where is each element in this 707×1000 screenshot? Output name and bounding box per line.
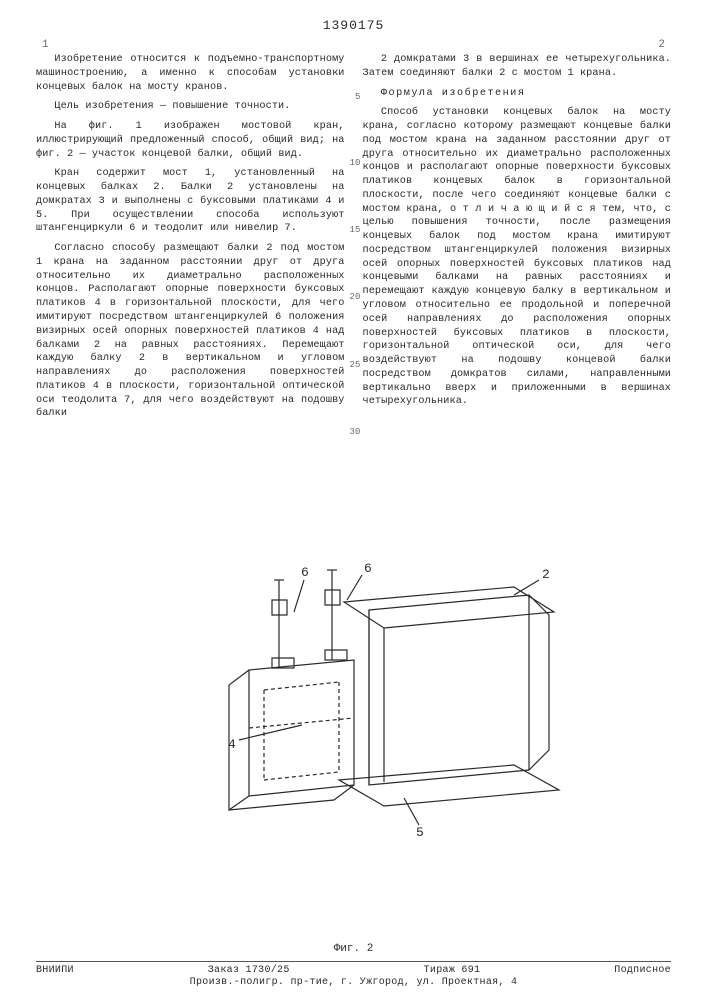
label-5: 5 (416, 825, 424, 840)
ln-5: 5 (349, 91, 361, 103)
column-numbers: 1 2 (42, 39, 665, 51)
text-columns: Изобретение относится к подъемно-транспо… (36, 53, 671, 427)
left-p1: Изобретение относится к подъемно-транспо… (36, 53, 345, 94)
label-2: 2 (542, 567, 550, 582)
footer-sub: Подписное (614, 965, 671, 976)
ln-20: 20 (349, 291, 361, 303)
col-num-right: 2 (658, 39, 665, 51)
footer-order: Заказ 1730/25 (208, 965, 290, 976)
right-p2: Способ установки концевых балок на мосту… (363, 106, 672, 409)
left-p2: Цель изобретения — повышение точности. (36, 100, 345, 114)
figure-caption: Фиг. 2 (36, 943, 671, 955)
footer: ВНИИПИ Заказ 1730/25 Тираж 691 Подписное… (36, 961, 671, 988)
ln-10: 10 (349, 157, 361, 169)
line-numbers: 5 10 15 20 25 30 (349, 53, 361, 438)
right-p1: 2 домкратами 3 в вершинах ее четырехугол… (363, 53, 672, 81)
ln-15: 15 (349, 224, 361, 236)
figure-2: 2 4 5 6 6 (36, 433, 671, 947)
label-4: 4 (228, 737, 236, 752)
patent-page: 1390175 1 2 Изобретение относится к подъ… (0, 0, 707, 1000)
left-p4: Кран содержит мост 1, установленный на к… (36, 167, 345, 236)
ln-30: 30 (349, 426, 361, 438)
label-6a: 6 (301, 565, 309, 580)
footer-row: ВНИИПИ Заказ 1730/25 Тираж 691 Подписное (36, 965, 671, 976)
col-num-left: 1 (42, 39, 49, 51)
footer-bottom: Произв.-полигр. пр-тие, г. Ужгород, ул. … (36, 977, 671, 988)
patent-number: 1390175 (36, 18, 671, 33)
left-p3: На фиг. 1 изображен мостовой кран, иллюс… (36, 120, 345, 161)
footer-org: ВНИИПИ (36, 965, 74, 976)
ln-25: 25 (349, 359, 361, 371)
figure-svg: 2 4 5 6 6 (144, 540, 564, 840)
formula-title: Формула изобретения (363, 87, 672, 101)
footer-tirazh: Тираж 691 (424, 965, 481, 976)
label-6b: 6 (364, 561, 372, 576)
left-p5: Согласно способу размещают балки 2 под м… (36, 242, 345, 421)
right-column: 5 10 15 20 25 30 2 домкратами 3 в вершин… (363, 53, 672, 427)
left-column: Изобретение относится к подъемно-транспо… (36, 53, 345, 427)
